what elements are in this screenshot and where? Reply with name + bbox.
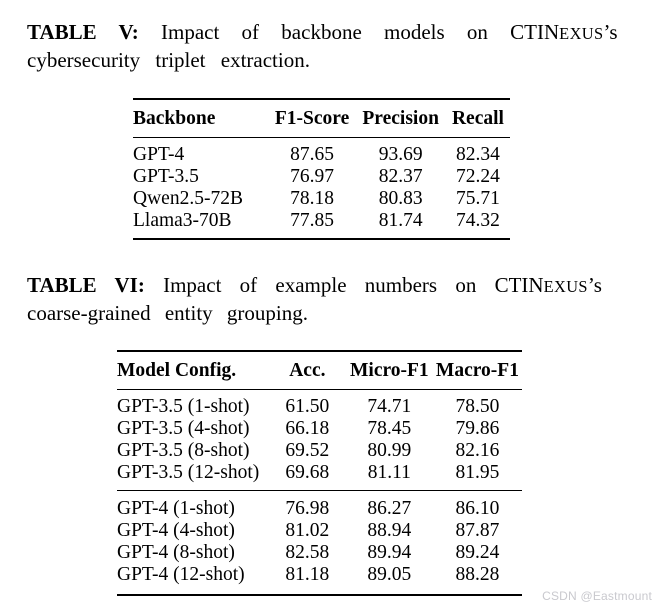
row-label-cell: GPT-4 (8-shot) (117, 542, 235, 563)
column-header-micro-f1: Micro-F1 (350, 360, 429, 381)
value-cell: 81.95 (455, 462, 500, 483)
value-cell: 74.32 (456, 210, 500, 231)
table-row: GPT-3.5 (4-shot) 66.18 78.45 79.86 (117, 418, 522, 440)
table-vi-caption: TABLE VI: Impact of example numbers on C… (27, 272, 643, 326)
value-cell: 76.97 (290, 166, 334, 187)
column-header-acc: Acc. (289, 360, 326, 381)
column-header-macro-f1: Macro-F1 (435, 360, 519, 381)
value-cell: 86.10 (455, 498, 500, 519)
table-v-header-row: Backbone F1-Score Precision Recall (133, 99, 510, 138)
table-vi: Model Config. Acc. Micro-F1 Macro-F1 GPT… (117, 350, 522, 596)
table-v-caption-label: TABLE V: (27, 20, 139, 44)
value-cell: 88.94 (367, 520, 412, 541)
value-cell: 81.02 (285, 520, 330, 541)
possessive-suffix: ’s (587, 273, 602, 297)
gpt-4-group: GPT-4 (1-shot) 76.98 86.27 86.10 GPT-4 (… (117, 490, 522, 596)
table-row: GPT-3.5 (12-shot) 69.68 81.11 81.95 (117, 462, 522, 491)
row-label-cell: GPT-4 (4-shot) (117, 520, 235, 541)
table-row: GPT-3.5 (8-shot) 69.52 80.99 82.16 (117, 440, 522, 462)
value-cell: 78.50 (455, 396, 500, 417)
value-cell: 93.69 (378, 144, 423, 165)
column-header-precision: Precision (362, 108, 439, 129)
table-v: Backbone F1-Score Precision Recall GPT-4… (133, 98, 510, 240)
table-v-caption-line2: cybersecurity triplet extraction. (27, 48, 310, 72)
table-row: GPT-4 87.65 93.69 82.34 (133, 138, 510, 167)
value-cell: 69.68 (285, 462, 330, 483)
value-cell: 79.86 (455, 418, 500, 439)
table-vi-caption-text: Impact of example numbers on CTIN (163, 273, 544, 297)
value-cell: 89.94 (367, 542, 412, 563)
table-row: Qwen2.5-72B 78.18 80.83 75.71 (133, 188, 510, 210)
value-cell: 75.71 (456, 188, 500, 209)
value-cell: 66.18 (285, 418, 330, 439)
row-label-cell: GPT-3.5 (8-shot) (117, 440, 250, 461)
table-v-caption: TABLE V: Impact of backbone models on CT… (27, 19, 643, 73)
table-row: Llama3-70B 77.85 81.74 74.32 (133, 210, 510, 239)
value-cell: 74.71 (367, 396, 412, 417)
row-label-cell: GPT-3.5 (133, 166, 199, 187)
table-row: GPT-3.5 (1-shot) 61.50 74.71 78.50 (117, 390, 522, 419)
value-cell: 78.18 (290, 188, 334, 209)
table-row: GPT-4 (4-shot) 81.02 88.94 87.87 (117, 520, 522, 542)
table-vi-caption-line1: TABLE VI: Impact of example numbers on C… (27, 272, 643, 300)
ctinexus-smallcaps: EXUS (559, 24, 604, 43)
value-cell: 81.74 (378, 210, 423, 231)
value-cell: 80.99 (367, 440, 412, 461)
value-cell: 77.85 (290, 210, 334, 231)
row-label-cell: GPT-4 (12-shot) (117, 564, 245, 585)
row-label-cell: GPT-3.5 (4-shot) (117, 418, 250, 439)
value-cell: 88.28 (455, 564, 500, 585)
row-label-cell: GPT-3.5 (1-shot) (117, 396, 250, 417)
value-cell: 76.98 (285, 498, 330, 519)
value-cell: 81.18 (285, 564, 330, 585)
value-cell: 86.27 (367, 498, 412, 519)
value-cell: 72.24 (456, 166, 500, 187)
table-vi-caption-line2: coarse-grained entity grouping. (27, 301, 308, 325)
table-v-caption-line1: TABLE V: Impact of backbone models on CT… (27, 19, 643, 47)
table-row: GPT-3.5 76.97 82.37 72.24 (133, 166, 510, 188)
value-cell: 61.50 (285, 396, 330, 417)
column-header-recall: Recall (451, 108, 504, 129)
row-label-cell: Llama3-70B (133, 210, 232, 231)
value-cell: 78.45 (367, 418, 412, 439)
table-row: GPT-4 (12-shot) 81.18 89.05 88.28 (117, 564, 522, 595)
value-cell: 87.65 (290, 144, 334, 165)
value-cell: 82.16 (455, 440, 500, 461)
possessive-suffix: ’s (603, 20, 618, 44)
value-cell: 87.87 (455, 520, 500, 541)
row-label-cell: Qwen2.5-72B (133, 188, 243, 209)
value-cell: 82.34 (456, 144, 500, 165)
value-cell: 89.24 (455, 542, 500, 563)
row-label-cell: GPT-4 (1-shot) (117, 498, 235, 519)
gpt-3-5-group: GPT-3.5 (1-shot) 61.50 74.71 78.50 GPT-3… (117, 390, 522, 491)
ctinexus-smallcaps: EXUS (543, 277, 588, 296)
table-row: GPT-4 (8-shot) 82.58 89.94 89.24 (117, 542, 522, 564)
table-vi-header-row: Model Config. Acc. Micro-F1 Macro-F1 (117, 351, 522, 390)
column-header-f1-score: F1-Score (274, 108, 350, 129)
table-v-caption-text: Impact of backbone models on CTIN (161, 20, 560, 44)
value-cell: 82.37 (378, 166, 423, 187)
column-header-backbone: Backbone (133, 108, 216, 129)
value-cell: 81.11 (367, 462, 411, 483)
value-cell: 89.05 (367, 564, 412, 585)
value-cell: 82.58 (285, 542, 330, 563)
value-cell: 80.83 (378, 188, 423, 209)
value-cell: 69.52 (285, 440, 330, 461)
csdn-watermark: CSDN @Eastmount (542, 589, 652, 603)
table-row: GPT-4 (1-shot) 76.98 86.27 86.10 (117, 491, 522, 521)
row-label-cell: GPT-4 (133, 144, 185, 165)
table-vi-caption-label: TABLE VI: (27, 273, 145, 297)
row-label-cell: GPT-3.5 (12-shot) (117, 462, 260, 483)
column-header-model-config: Model Config. (117, 360, 237, 381)
